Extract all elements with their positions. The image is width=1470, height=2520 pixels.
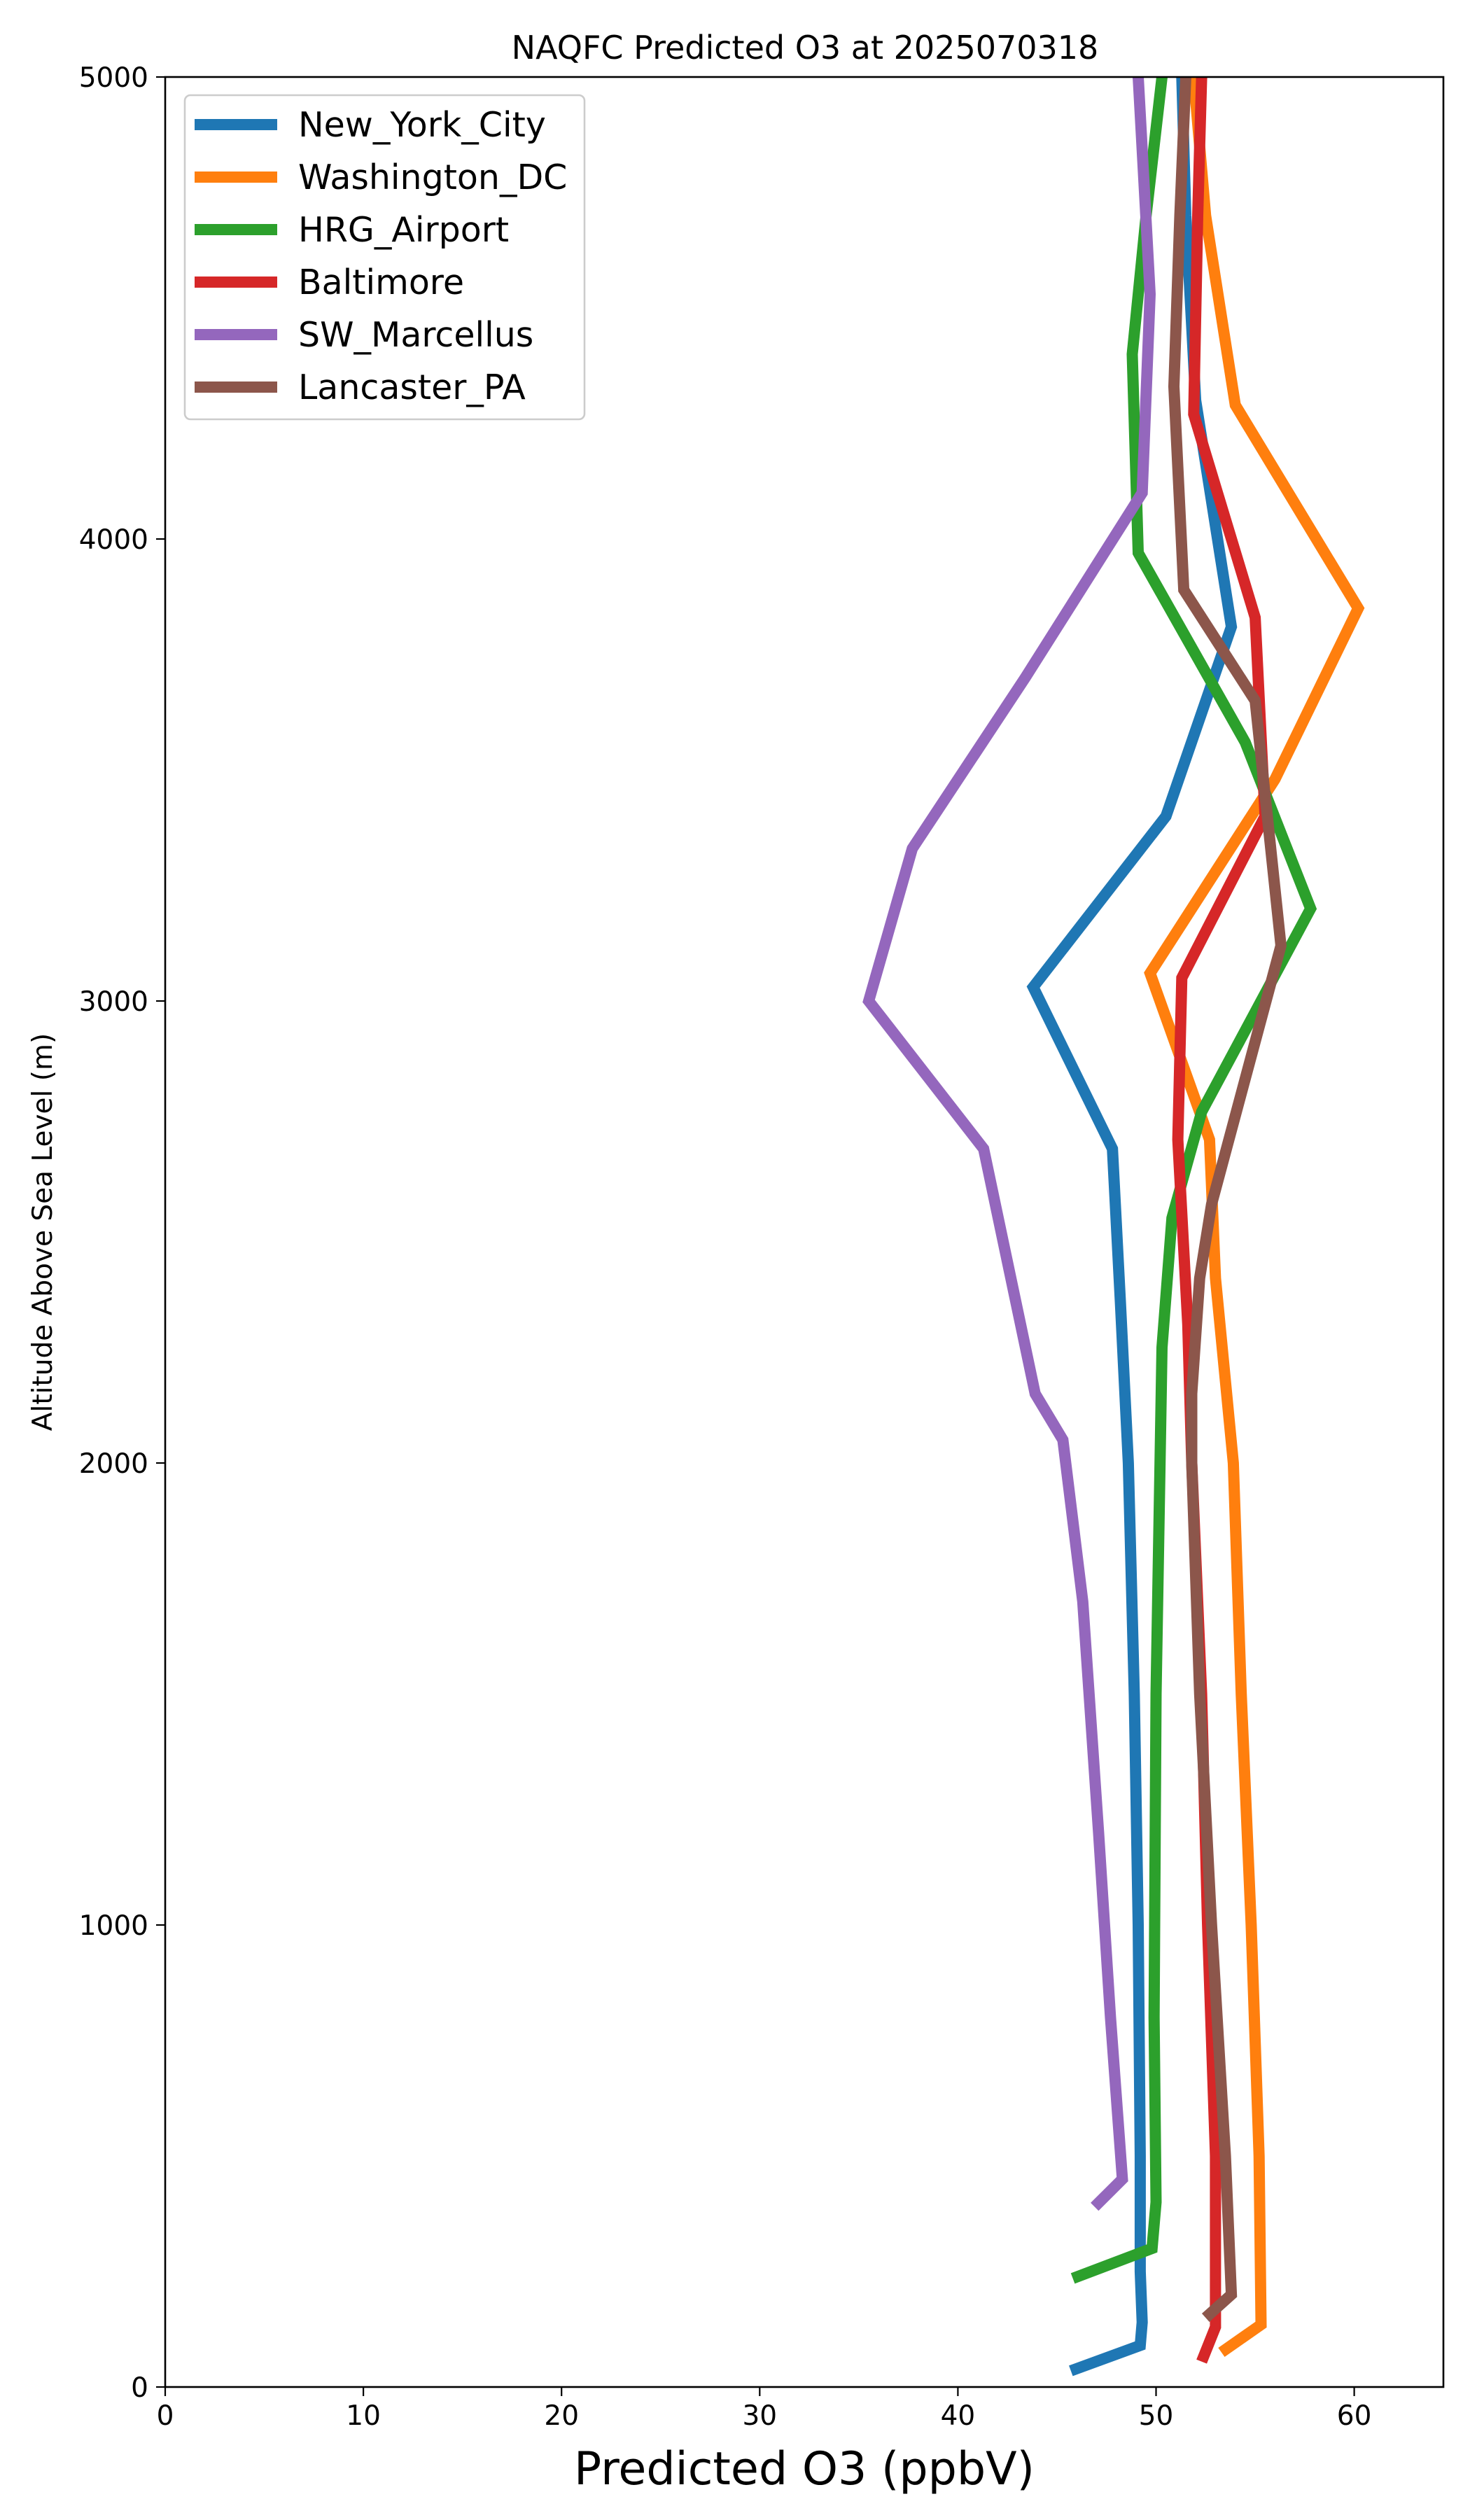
x-tick-label: 0 [157, 2400, 174, 2432]
series-line-lancaster-pa [1168, 77, 1287, 2322]
series-layer [862, 77, 1365, 2376]
x-axis-label: Predicted O3 (ppbV) [574, 2443, 1035, 2496]
y-axis-label: Altitude Above Sea Level (m) [27, 1033, 59, 1431]
x-tick-label: 60 [1337, 2400, 1372, 2432]
legend-box [183, 94, 586, 421]
plot-frame [164, 76, 1445, 2388]
y-tick-label: 5000 [79, 62, 148, 94]
x-tick-label: 50 [1139, 2400, 1174, 2432]
y-tick-label: 3000 [79, 986, 148, 1018]
x-axis: 0 10 20 30 40 50 60 [157, 2387, 1372, 2432]
y-tick-label: 0 [131, 2372, 148, 2404]
legend-label: New_York_City [298, 105, 546, 145]
x-tick-label: 40 [941, 2400, 976, 2432]
x-tick-label: 20 [544, 2400, 579, 2432]
x-tick-label: 30 [742, 2400, 777, 2432]
legend-label: Washington_DC [298, 158, 567, 197]
chart-title: NAQFC Predicted O3 at 2025070318 [512, 29, 1099, 66]
series-line-baltimore [1172, 77, 1271, 2364]
y-tick-label: 2000 [79, 1448, 148, 1480]
series-line-hrg-airport [1070, 77, 1317, 2284]
series-line-sw-marcellus [862, 77, 1156, 2211]
legend-label: SW_Marcellus [298, 315, 533, 355]
legend-label: Lancaster_PA [298, 368, 526, 407]
y-tick-label: 4000 [79, 524, 148, 556]
legend: New_York_City Washington_DC HRG_Airport Bal… [183, 94, 586, 421]
series-line-new-york-city [1026, 77, 1238, 2376]
y-axis: 0 1000 2000 3000 4000 5000 [79, 62, 165, 2404]
legend-label: HRG_Airport [298, 210, 509, 250]
y-tick-label: 1000 [79, 1910, 148, 1942]
x-tick-label: 10 [346, 2400, 381, 2432]
legend-label: Baltimore [298, 262, 464, 302]
